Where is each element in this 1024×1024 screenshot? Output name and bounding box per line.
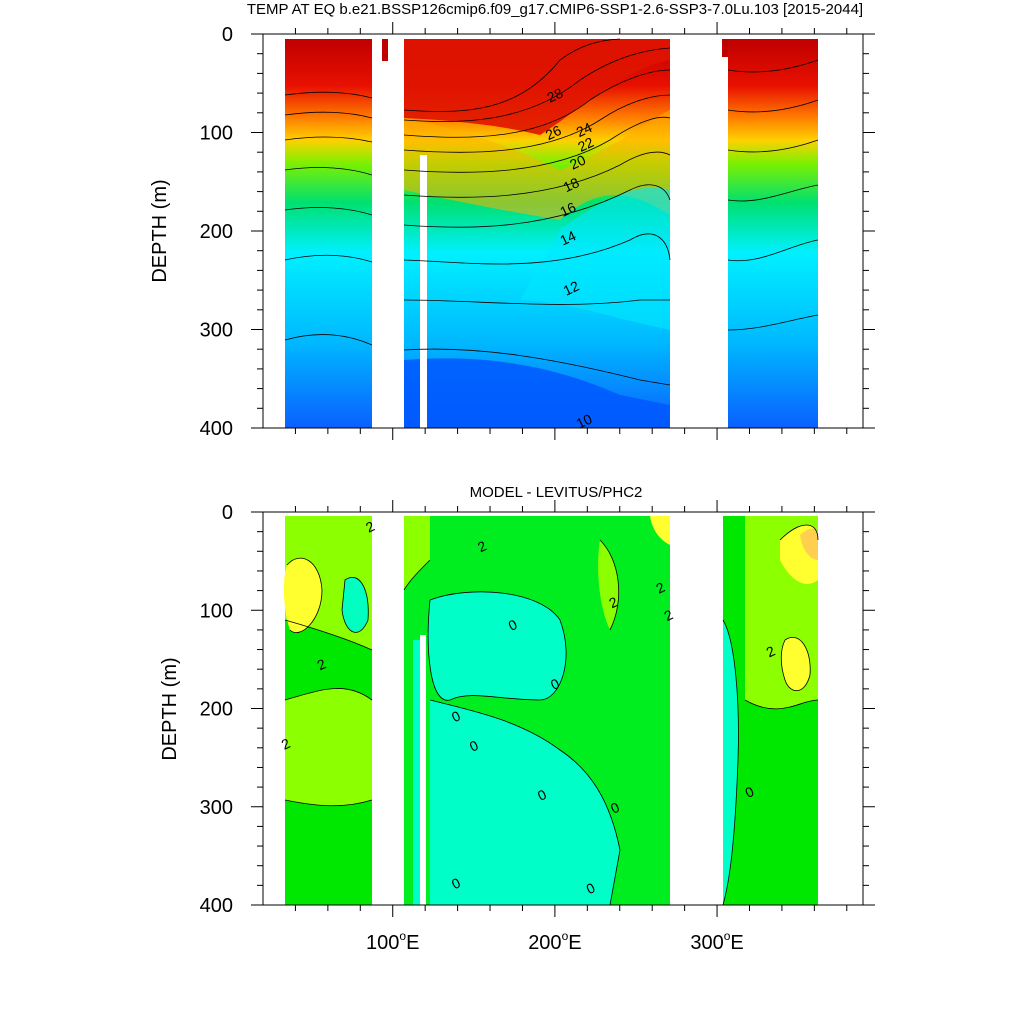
bottom-pacific-cyan-core [428, 591, 567, 701]
contour-label: 16 [557, 199, 578, 220]
y-tick-label: 400 [200, 895, 233, 917]
bottom-pacific-cyan-deep [430, 700, 620, 905]
y-tick-label: 400 [200, 418, 233, 440]
contour-label: 12 [561, 277, 582, 298]
bottom-indian-lime-mid [285, 688, 372, 806]
x-tick-label: 300oE [690, 929, 743, 954]
top-ylabel: DEPTH (m) [149, 179, 171, 282]
bottom-contours [284, 524, 819, 906]
y-tick-label: 300 [200, 320, 233, 342]
bottom-pacific-east-yellow [650, 516, 670, 545]
contour-label: 10 [574, 410, 595, 431]
top-land-gap-1 [382, 39, 388, 61]
contour-label: 14 [557, 227, 578, 248]
top-contours [284, 38, 819, 386]
contour-label: 28 [544, 84, 565, 105]
bottom-atlantic-orange-top [800, 528, 818, 560]
top-land-gap-2 [722, 39, 728, 57]
bottom-ylabel: DEPTH (m) [159, 657, 181, 760]
x-tick-label: 100oE [366, 929, 419, 954]
bottom-y-tick-labels: 0 100 200 300 400 [200, 502, 233, 917]
x-tick-label: 200oE [528, 929, 581, 954]
y-tick-label: 200 [200, 221, 233, 243]
bottom-indian-yellow-patch [283, 558, 322, 633]
top-y-tick-labels: 0 100 200 300 400 [200, 24, 233, 440]
top-pacific-warm-pool [404, 39, 670, 135]
top-pacific-deep-blue [404, 358, 670, 428]
bottom-atlantic-green-deep [745, 700, 818, 905]
contour-label: 20 [567, 151, 588, 172]
top-pacific-thermocline-wedge [404, 110, 670, 220]
top-island-gap [420, 155, 427, 428]
y-tick-label: 0 [222, 24, 233, 46]
y-tick-label: 100 [200, 123, 233, 145]
contour-label: 24 [574, 119, 595, 140]
contour-label: 18 [561, 174, 582, 195]
y-tick-label: 100 [200, 600, 233, 622]
contour-label: 26 [543, 122, 564, 143]
bottom-pacific-narrow-cyan [413, 640, 423, 905]
bottom-title: MODEL - LEVITUS/PHC2 [470, 484, 643, 501]
bottom-atlantic-yellow-patch [781, 637, 811, 691]
figure-title: TEMP AT EQ b.e21.BSSP126cmip6.f09_g17.CM… [247, 1, 863, 18]
y-tick-label: 200 [200, 699, 233, 721]
top-indian-ocean-field [285, 39, 372, 428]
bottom-pacific-lime-top [404, 516, 430, 590]
top-ticks [251, 22, 875, 440]
bottom-island-gap [420, 635, 426, 905]
bottom-x-tick-labels: 100oE 200oE 300oE [366, 929, 744, 954]
bottom-ticks [251, 500, 875, 917]
bottom-indian-cyan-patch [342, 577, 369, 633]
bottom-panel: MODEL - LEVITUS/PHC2 [159, 484, 875, 954]
top-atlantic-ocean-field [728, 39, 818, 428]
y-tick-label: 300 [200, 797, 233, 819]
top-pacific-cool-tongue [520, 187, 670, 330]
y-tick-label: 0 [222, 502, 233, 524]
bottom-atlantic-cyan-west [723, 620, 739, 905]
contour-label: 22 [575, 134, 596, 155]
